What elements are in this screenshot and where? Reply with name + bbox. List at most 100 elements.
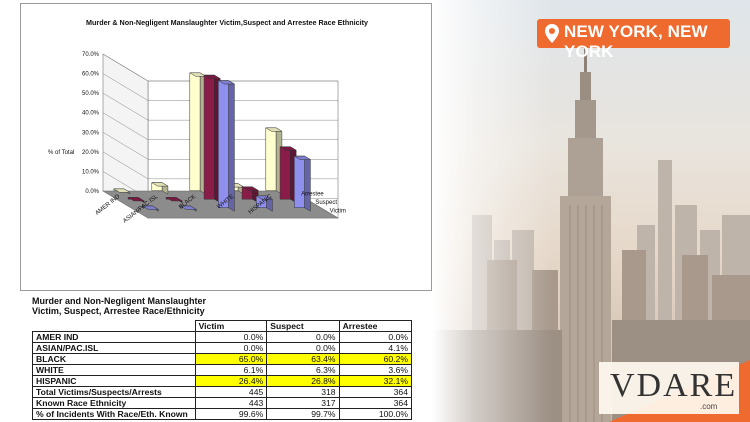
table-row: BLACK 65.0% 63.4% 60.2% [32,353,413,365]
series-label: Victim [330,208,346,214]
bar-top [255,195,274,200]
series-label: Suspect [315,200,337,206]
table-row: % of Incidents With Race/Eth. Known 99.6%… [32,408,413,420]
table-row: ASIAN/PAC.ISL 0.0% 0.0% 4.1% [32,342,413,354]
row-value: 100.0% [338,408,413,420]
row-value: 6.1% [194,364,268,376]
row-value: 443 [194,397,268,409]
bar-top [112,188,131,193]
row-value: 317 [266,397,340,409]
row-value: 26.4% [194,375,268,387]
y-tick-label: 10.0% [82,169,100,175]
row-label: BLACK [32,353,196,365]
row-value: 0.0% [194,342,268,354]
vdare-logo-dotcom: .com [700,402,718,411]
plot-area: 0.0% 10.0% 20.0% 30.0% 40.0% 50.0% 60.0% 70.0% A… [82,52,346,225]
row-value: 32.1% [338,375,413,387]
location-pin-icon [545,24,559,43]
row-value: 60.2% [338,353,413,365]
bar-top [203,74,222,79]
table-body: AMER IND 0.0% 0.0% 0.0% ASIAN/PAC.ISL 0.0% 0.0… [32,331,413,420]
table-header-blank [33,321,196,332]
chart-svg: Murder & Non-Negligent Manslaughter Vict… [48,18,368,225]
gridline [102,190,338,219]
empire-state-building [560,42,611,422]
location-text: NEW YORK, NEW YORK [564,22,708,61]
row-value: 0.0% [266,331,340,343]
table-title-line1: Murder and Non-Negligent Manslaughter [32,296,207,306]
row-value: 99.6% [194,408,268,420]
row-label: Total Victims/Suspects/Arrests [32,386,196,398]
table-row: WHITE 6.1% 6.3% 3.6% [32,364,413,376]
row-value: 364 [338,397,413,409]
y-tick-label: 70.0% [82,52,100,58]
location-badge: NEW YORK, NEW YORK [537,19,730,61]
bar-top [127,197,146,202]
bar-victim [294,155,305,208]
row-label: AMER IND [32,331,196,343]
row-value: 99.7% [266,408,340,420]
bar-top [179,205,198,210]
y-tick-label: 0.0% [85,189,99,195]
bar-top [165,197,184,202]
bar-side [304,155,311,212]
row-value: 65.0% [194,353,268,365]
vdare-logo-text: VDARE [610,367,738,404]
chart-panel: Murder & Non-Negligent Manslaughter Vict… [20,3,432,291]
y-tick-label: 40.0% [82,111,100,117]
table-header-arrestee: Arrestee [338,320,413,332]
gridline [102,92,338,121]
table-header-victim: Victim [194,320,268,332]
bar-top [217,80,236,85]
row-label: ASIAN/PAC.ISL [32,342,196,354]
row-value: 0.0% [194,331,268,343]
y-tick-label: 60.0% [82,72,100,78]
gridline [102,53,338,82]
bar-suspect [203,74,215,200]
bar-victim [218,80,229,208]
row-label: WHITE [32,364,196,376]
y-tick-label: 30.0% [82,130,100,136]
row-value: 0.0% [266,342,340,354]
series-label: Arrestee [301,191,324,197]
y-tick-label: 50.0% [82,91,100,97]
table-row: HISPANIC 26.4% 26.8% 32.1% [32,375,413,387]
table-header-suspect: Suspect [266,320,340,332]
race-ethnicity-table: Victim Suspect Arrestee AMER IND 0.0% 0.0%… [32,320,413,420]
row-value: 63.4% [266,353,340,365]
category-label: AMER IND [95,193,122,216]
row-label: Known Race Ethnicity [32,397,196,409]
vdare-logo-backdrop [599,360,750,422]
bar-top [241,186,260,191]
gridline [102,171,338,199]
bar-arrestee [265,127,277,191]
row-value: 6.3% [266,364,340,376]
bar-suspect [279,146,291,200]
row-value: 364 [338,386,413,398]
table-header-row: Victim Suspect Arrestee [33,320,413,332]
table-row: Known Race Ethnicity 443 317 364 [32,397,413,409]
bar-top [264,127,283,132]
table-title-line2: Victim, Suspect, Arrestee Race/Ethnicity [32,306,205,316]
row-value: 445 [194,386,268,398]
data-table-block: Murder and Non-Negligent Manslaughter Vi… [32,296,413,420]
table-row: AMER IND 0.0% 0.0% 0.0% [32,331,413,343]
row-label: HISPANIC [32,375,196,387]
y-axis-label: % of Total [48,150,74,156]
bar-top [141,205,160,210]
row-value: 0.0% [338,331,413,343]
row-value: 4.1% [338,342,413,354]
y-tick-label: 20.0% [82,150,100,156]
row-value: 26.8% [266,375,340,387]
gridline [102,73,338,101]
bar-arrestee [189,72,201,191]
bar-top [293,155,312,160]
row-label: % of Incidents With Race/Eth. Known [32,408,196,420]
bar-side [228,80,235,212]
bar-top [279,146,298,151]
row-value: 3.6% [338,364,413,376]
bar-top [150,182,169,187]
table-row: Total Victims/Suspects/Arrests 445 318 364 [32,386,413,398]
row-value: 318 [266,386,340,398]
chart-title: Murder & Non-Negligent Manslaughter Vict… [86,18,368,27]
